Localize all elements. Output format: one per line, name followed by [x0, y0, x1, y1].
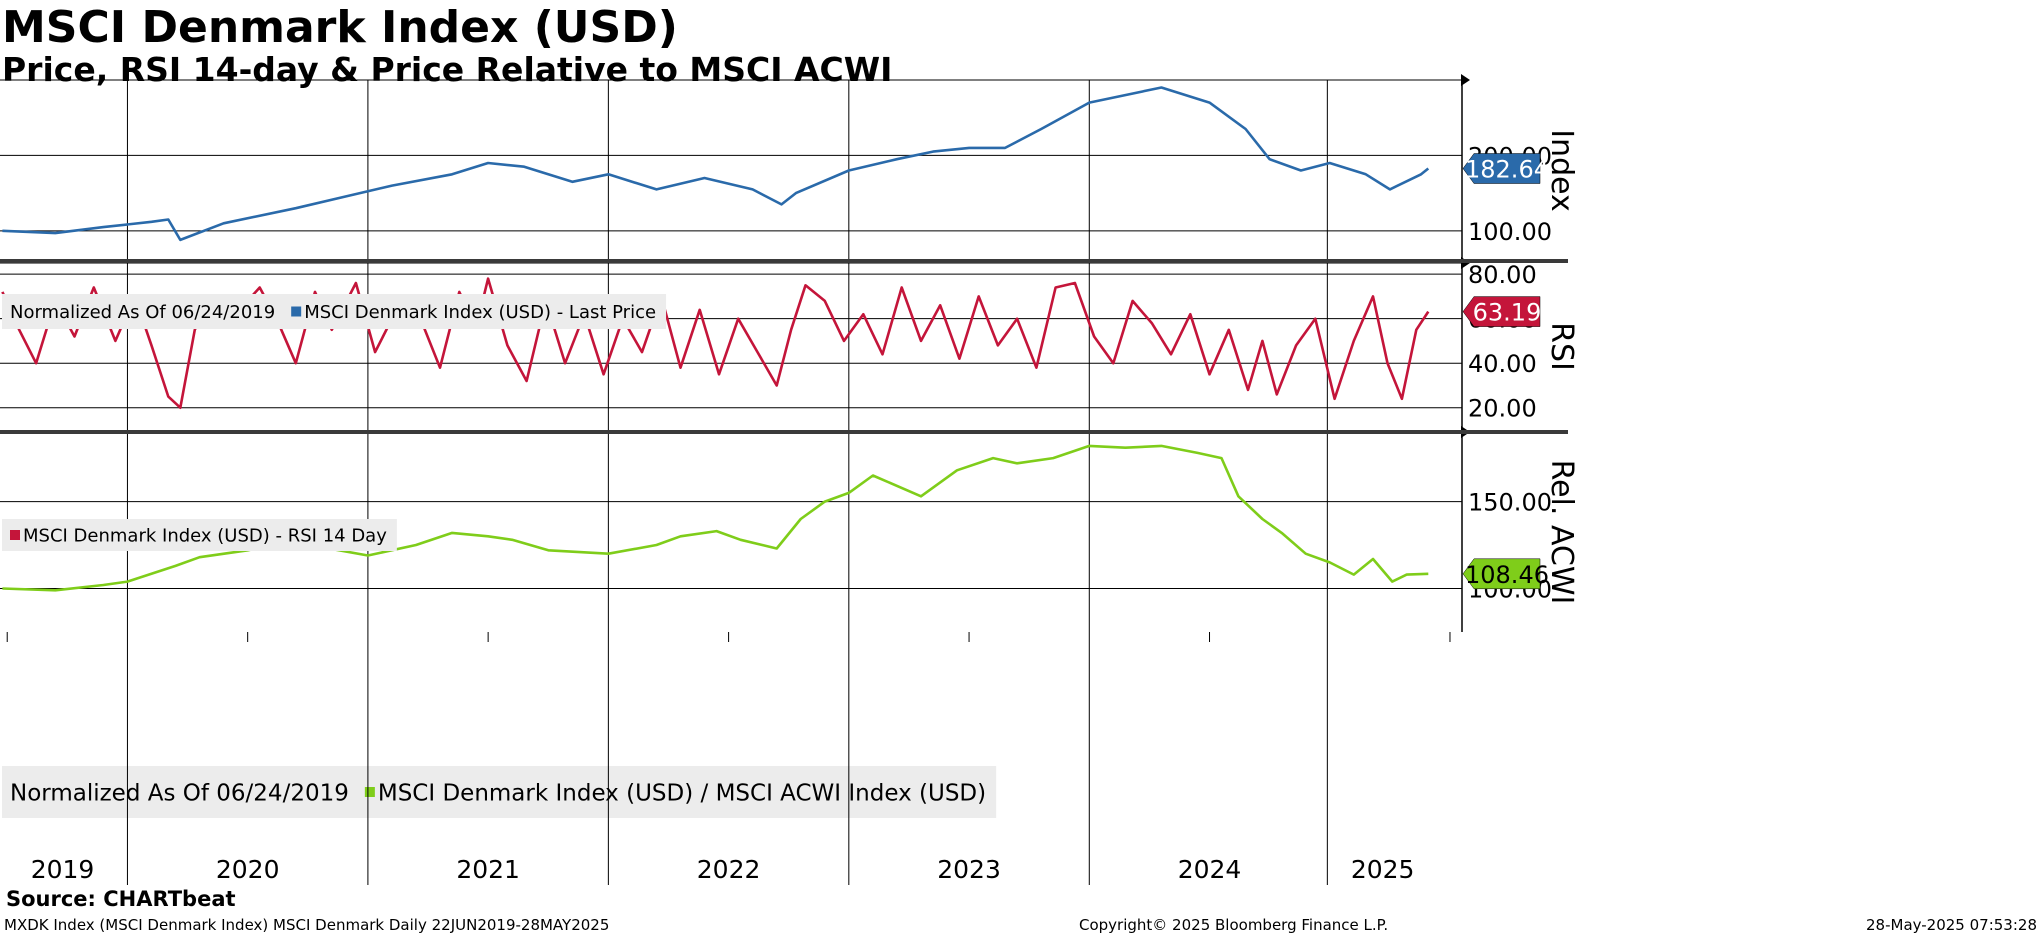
price-last-value-tag — [1462, 153, 1541, 184]
rsi-tick-label-1: 40.00 — [1468, 350, 1537, 378]
rsi-legend-swatch-0 — [10, 530, 20, 540]
price-axis-title: Index — [1544, 129, 1579, 212]
price-axis-arrow — [1461, 74, 1470, 86]
relative-legend: Normalized As Of 06/24/2019 MSCI Denmark … — [2, 766, 997, 818]
rsi-legend-text-0: MSCI Denmark Index (USD) - RSI 14 Day — [23, 525, 387, 546]
rsi-last-value-tag — [1462, 296, 1541, 327]
x-axis-year-label-1: 2020 — [216, 855, 280, 884]
price-legend: Normalized As Of 06/24/2019 MSCI Denmark … — [2, 294, 667, 329]
footer-info: MXDK Index (MSCI Denmark Index) MSCI Den… — [4, 916, 610, 934]
x-axis-year-label-6: 2025 — [1351, 855, 1415, 884]
x-axis-year-label-5: 2024 — [1178, 855, 1242, 884]
relative-series-line — [2, 444, 1429, 592]
price-last-value-label: 182.64 — [1465, 156, 1549, 184]
relative-tick-label-1: 150.00 — [1468, 489, 1552, 517]
relative-legend-text-0: Normalized As Of 06/24/2019 — [10, 780, 349, 806]
chart-title: MSCI Denmark Index (USD) — [2, 2, 678, 53]
rsi-last-value-label: 63.19 — [1473, 299, 1542, 327]
price-legend-box — [2, 294, 667, 329]
x-axis-year-label-4: 2023 — [937, 855, 1001, 884]
price-legend-text-0: Normalized As Of 06/24/2019 — [10, 302, 275, 323]
footer-copyright: Copyright© 2025 Bloomberg Finance L.P. — [1079, 916, 1389, 934]
chart-subtitle: Price, RSI 14-day & Price Relative to MS… — [2, 50, 893, 89]
rsi-axis-title: RSI — [1544, 322, 1579, 371]
x-axis-year-label-3: 2022 — [697, 855, 761, 884]
relative-last-value-tag — [1462, 558, 1541, 590]
price-series-line — [2, 86, 1430, 242]
x-axis-year-label-0: 2019 — [31, 855, 95, 884]
price-legend-swatch-1 — [291, 306, 302, 317]
panel-separator-1 — [0, 259, 1568, 263]
relative-legend-swatch-1 — [364, 787, 375, 797]
rsi-legend: MSCI Denmark Index (USD) - RSI 14 Day — [2, 519, 397, 551]
price-legend-text-1: MSCI Denmark Index (USD) - Last Price — [304, 302, 656, 323]
relative-last-value-label: 108.46 — [1465, 561, 1549, 589]
relative-legend-text-1: MSCI Denmark Index (USD) / MSCI ACWI Ind… — [378, 780, 986, 806]
rsi-legend-box — [2, 519, 397, 551]
rsi-tick-label-0: 20.00 — [1468, 395, 1537, 423]
relative-legend-box — [2, 766, 997, 818]
x-axis-year-label-2: 2021 — [456, 855, 520, 884]
rsi-tick-label-3: 80.00 — [1468, 261, 1537, 289]
panel-separator-2 — [0, 430, 1568, 434]
source-label: Source: CHARTbeat — [6, 887, 236, 911]
footer-timestamp: 28-May-2025 07:53:28 — [1866, 916, 2037, 934]
price-tick-label-0: 100.00 — [1468, 218, 1552, 246]
relative-axis-title: Rel. ACWI — [1544, 460, 1579, 605]
